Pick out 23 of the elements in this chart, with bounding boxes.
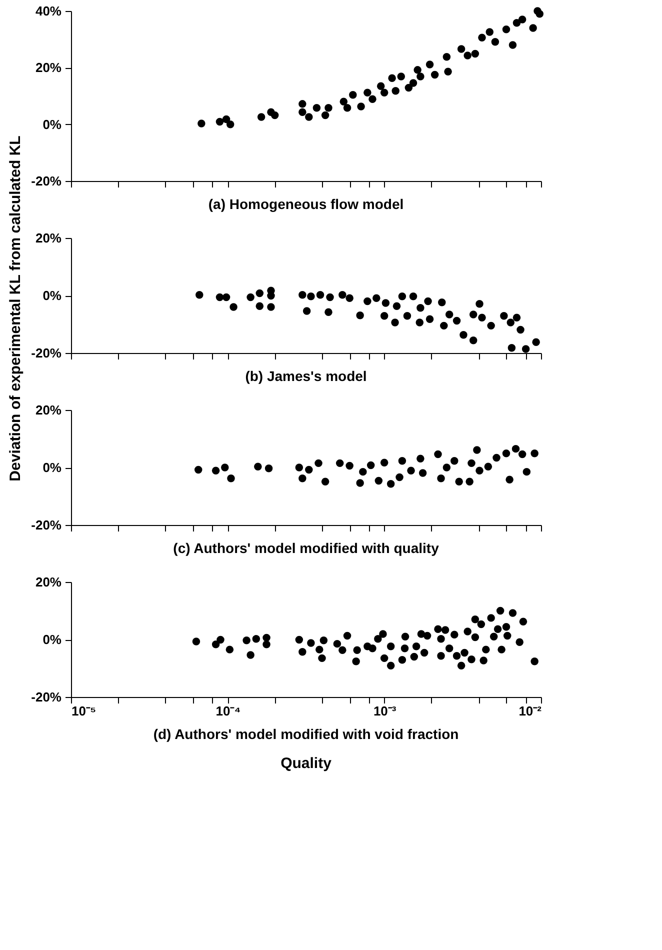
y-tick-label: 0% (42, 288, 62, 303)
text: (c) Authors' model modified with quality (173, 540, 440, 556)
y-tick-label: 20% (35, 60, 62, 76)
y-tick-label: 0% (42, 116, 62, 132)
text: (d) Authors' model modified with void fraction (153, 726, 459, 742)
y-tick-label: 20% (35, 230, 62, 246)
y-tick-label: -20% (31, 518, 62, 532)
text: (a) Homogeneous flow model (208, 196, 404, 212)
y-tick-label: 0% (42, 460, 62, 475)
y-tick-label: 40% (35, 4, 62, 18)
y-tick-label: 0% (42, 632, 62, 647)
x-tick-label: 10⁻⁴ (216, 704, 241, 718)
y-tick-label: -20% (31, 346, 62, 360)
x-tick-label: 10⁻³ (373, 704, 397, 718)
y-tick-label: -20% (31, 690, 62, 704)
y-tick-label: 20% (35, 402, 62, 418)
y-tick-label: -20% (31, 174, 62, 188)
text: (b) James's model (245, 368, 367, 384)
y-axis-title: Deviation of experimental KL from calculated KL (7, 136, 24, 482)
x-tick-label: 10⁻⁵ (72, 704, 96, 718)
x-tick-label: 10⁻² (518, 704, 542, 718)
x-axis-title: Quality (280, 755, 332, 772)
y-tick-label: 20% (35, 574, 62, 590)
